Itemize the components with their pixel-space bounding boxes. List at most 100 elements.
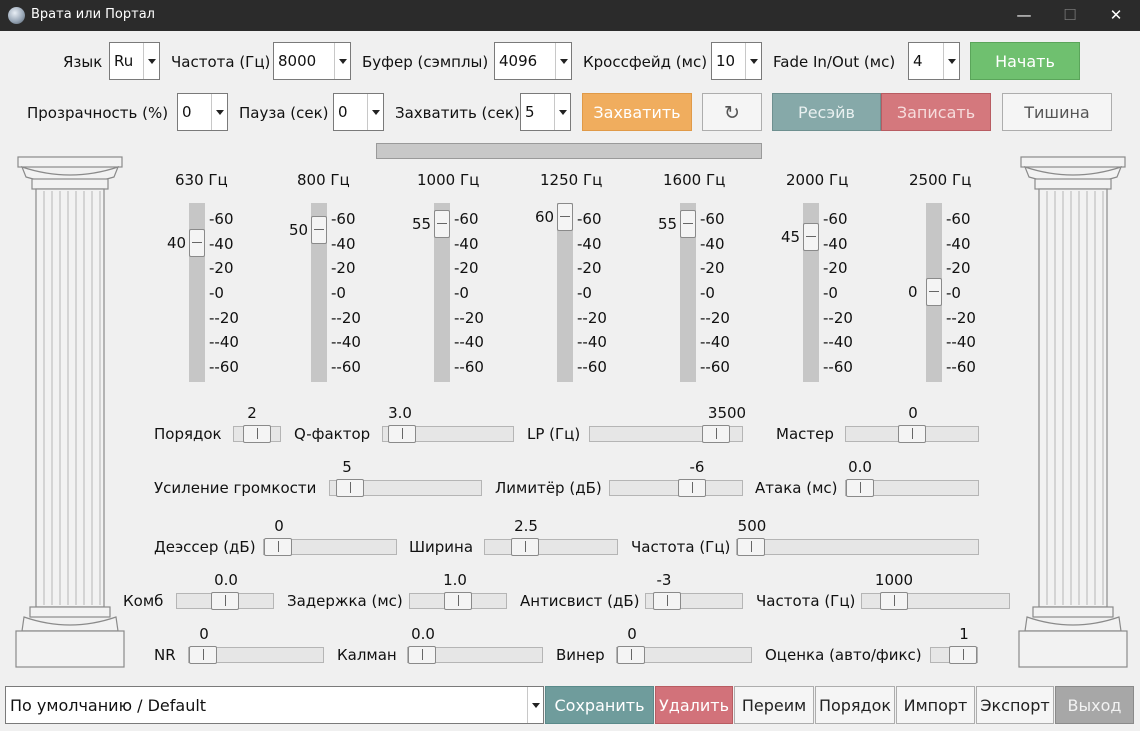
control-slider[interactable] — [188, 646, 324, 664]
language-select[interactable]: Ru — [109, 42, 160, 80]
eq-tick-label: --60 — [700, 358, 730, 376]
minimize-button[interactable]: — — [1016, 6, 1032, 24]
chevron-down-icon — [143, 43, 159, 79]
eq-tick-label: --60 — [823, 358, 853, 376]
control-slider-thumb[interactable] — [511, 538, 539, 556]
control-slider[interactable] — [409, 592, 507, 610]
control-label: Ширина — [409, 538, 474, 556]
eq-band-value: 0 — [908, 283, 918, 301]
control-slider-thumb[interactable] — [653, 592, 681, 610]
control-slider-thumb[interactable] — [336, 479, 364, 497]
control-slider[interactable] — [407, 646, 543, 664]
buffer-select[interactable]: 4096 — [494, 42, 572, 80]
export-button[interactable]: Экспорт — [976, 686, 1054, 724]
eq-tick-label: -20 — [209, 259, 234, 277]
control-slider-thumb[interactable] — [737, 538, 765, 556]
control-value: 0 — [199, 625, 209, 643]
eq-tick-label: --60 — [577, 358, 607, 376]
control-slider-thumb[interactable] — [678, 479, 706, 497]
resave-button[interactable]: Ресэйв — [772, 93, 881, 131]
import-button[interactable]: Импорт — [896, 686, 975, 724]
control-slider[interactable] — [609, 479, 743, 497]
eq-band-slider-thumb[interactable] — [803, 223, 819, 251]
eq-band-slider-thumb[interactable] — [189, 229, 205, 257]
eq-band-slider-thumb[interactable] — [926, 278, 942, 306]
control-slider[interactable] — [233, 425, 281, 443]
control-slider[interactable] — [845, 425, 979, 443]
control-slider-thumb[interactable] — [444, 592, 472, 610]
crossfade-select[interactable]: 10 — [711, 42, 762, 80]
fade-select[interactable]: 4 — [908, 42, 960, 80]
control-label: NR — [154, 646, 176, 664]
control-slider-thumb[interactable] — [898, 425, 926, 443]
start-button[interactable]: Начать — [970, 42, 1080, 80]
transparency-select[interactable]: 0 — [177, 93, 228, 131]
control-slider-thumb[interactable] — [617, 646, 645, 664]
eq-band-slider[interactable] — [311, 203, 327, 382]
exit-button[interactable]: Выход — [1055, 686, 1134, 724]
eq-tick-label: -40 — [454, 235, 479, 253]
control-slider-thumb[interactable] — [388, 425, 416, 443]
eq-band-value: 45 — [781, 228, 801, 246]
fade-value: 4 — [913, 52, 923, 70]
language-value: Ru — [114, 52, 134, 70]
save-button[interactable]: Сохранить — [545, 686, 654, 724]
eq-band-slider-thumb[interactable] — [311, 216, 327, 244]
control-slider-thumb[interactable] — [949, 646, 977, 664]
eq-band-slider-thumb[interactable] — [434, 210, 450, 238]
control-slider[interactable] — [616, 646, 752, 664]
eq-band-slider-thumb[interactable] — [557, 203, 573, 231]
control-slider[interactable] — [263, 538, 397, 556]
rename-button[interactable]: Переим — [734, 686, 814, 724]
eq-band-frequency-label: 1600 Гц — [663, 171, 726, 189]
transparency-label: Прозрачность (%) — [27, 104, 169, 122]
control-slider-thumb[interactable] — [211, 592, 239, 610]
control-slider[interactable] — [176, 592, 274, 610]
delete-button[interactable]: Удалить — [655, 686, 733, 724]
eq-band-frequency-label: 2500 Гц — [909, 171, 972, 189]
pause-select[interactable]: 0 — [333, 93, 384, 131]
control-slider[interactable] — [845, 479, 979, 497]
silence-button[interactable]: Тишина — [1002, 93, 1112, 131]
record-button[interactable]: Записать — [881, 93, 991, 131]
control-slider[interactable] — [589, 425, 743, 443]
eq-tick-label: --40 — [700, 333, 730, 351]
close-button[interactable]: ✕ — [1109, 6, 1123, 24]
eq-band-value: 50 — [289, 221, 309, 239]
control-slider[interactable] — [382, 425, 514, 443]
control-slider-thumb[interactable] — [189, 646, 217, 664]
maximize-button[interactable]: ☐ — [1063, 6, 1077, 24]
order-button[interactable]: Порядок — [815, 686, 895, 724]
control-slider-thumb[interactable] — [264, 538, 292, 556]
preset-value: По умолчанию / Default — [10, 696, 207, 715]
control-slider[interactable] — [736, 538, 979, 556]
refresh-icon[interactable]: ↻ — [702, 93, 762, 131]
eq-tick-label: --60 — [331, 358, 361, 376]
control-slider[interactable] — [329, 479, 482, 497]
control-slider[interactable] — [861, 592, 1010, 610]
control-slider-thumb[interactable] — [846, 479, 874, 497]
eq-band-slider[interactable] — [680, 203, 696, 382]
control-slider[interactable] — [645, 592, 743, 610]
capture-seconds-select[interactable]: 5 — [520, 93, 571, 131]
eq-tick-label: -0 — [823, 284, 838, 302]
preset-select[interactable]: По умолчанию / Default — [5, 686, 544, 724]
rate-select[interactable]: 8000 — [273, 42, 351, 80]
eq-band-slider-thumb[interactable] — [680, 210, 696, 238]
control-slider-thumb[interactable] — [243, 425, 271, 443]
control-value: -3 — [656, 571, 672, 589]
eq-band-slider[interactable] — [434, 203, 450, 382]
app-icon — [8, 7, 25, 24]
eq-band-slider[interactable] — [557, 203, 573, 382]
control-slider-thumb[interactable] — [702, 425, 730, 443]
control-value: 0 — [627, 625, 637, 643]
capture-button[interactable]: Захватить — [582, 93, 692, 131]
chevron-down-icon — [527, 687, 543, 723]
control-slider-thumb[interactable] — [880, 592, 908, 610]
control-slider[interactable] — [930, 646, 978, 664]
control-slider[interactable] — [484, 538, 618, 556]
control-slider-thumb[interactable] — [408, 646, 436, 664]
control-label: Комб — [123, 592, 164, 610]
control-label: Частота (Гц) — [631, 538, 731, 556]
left-column-illustration — [15, 156, 125, 668]
